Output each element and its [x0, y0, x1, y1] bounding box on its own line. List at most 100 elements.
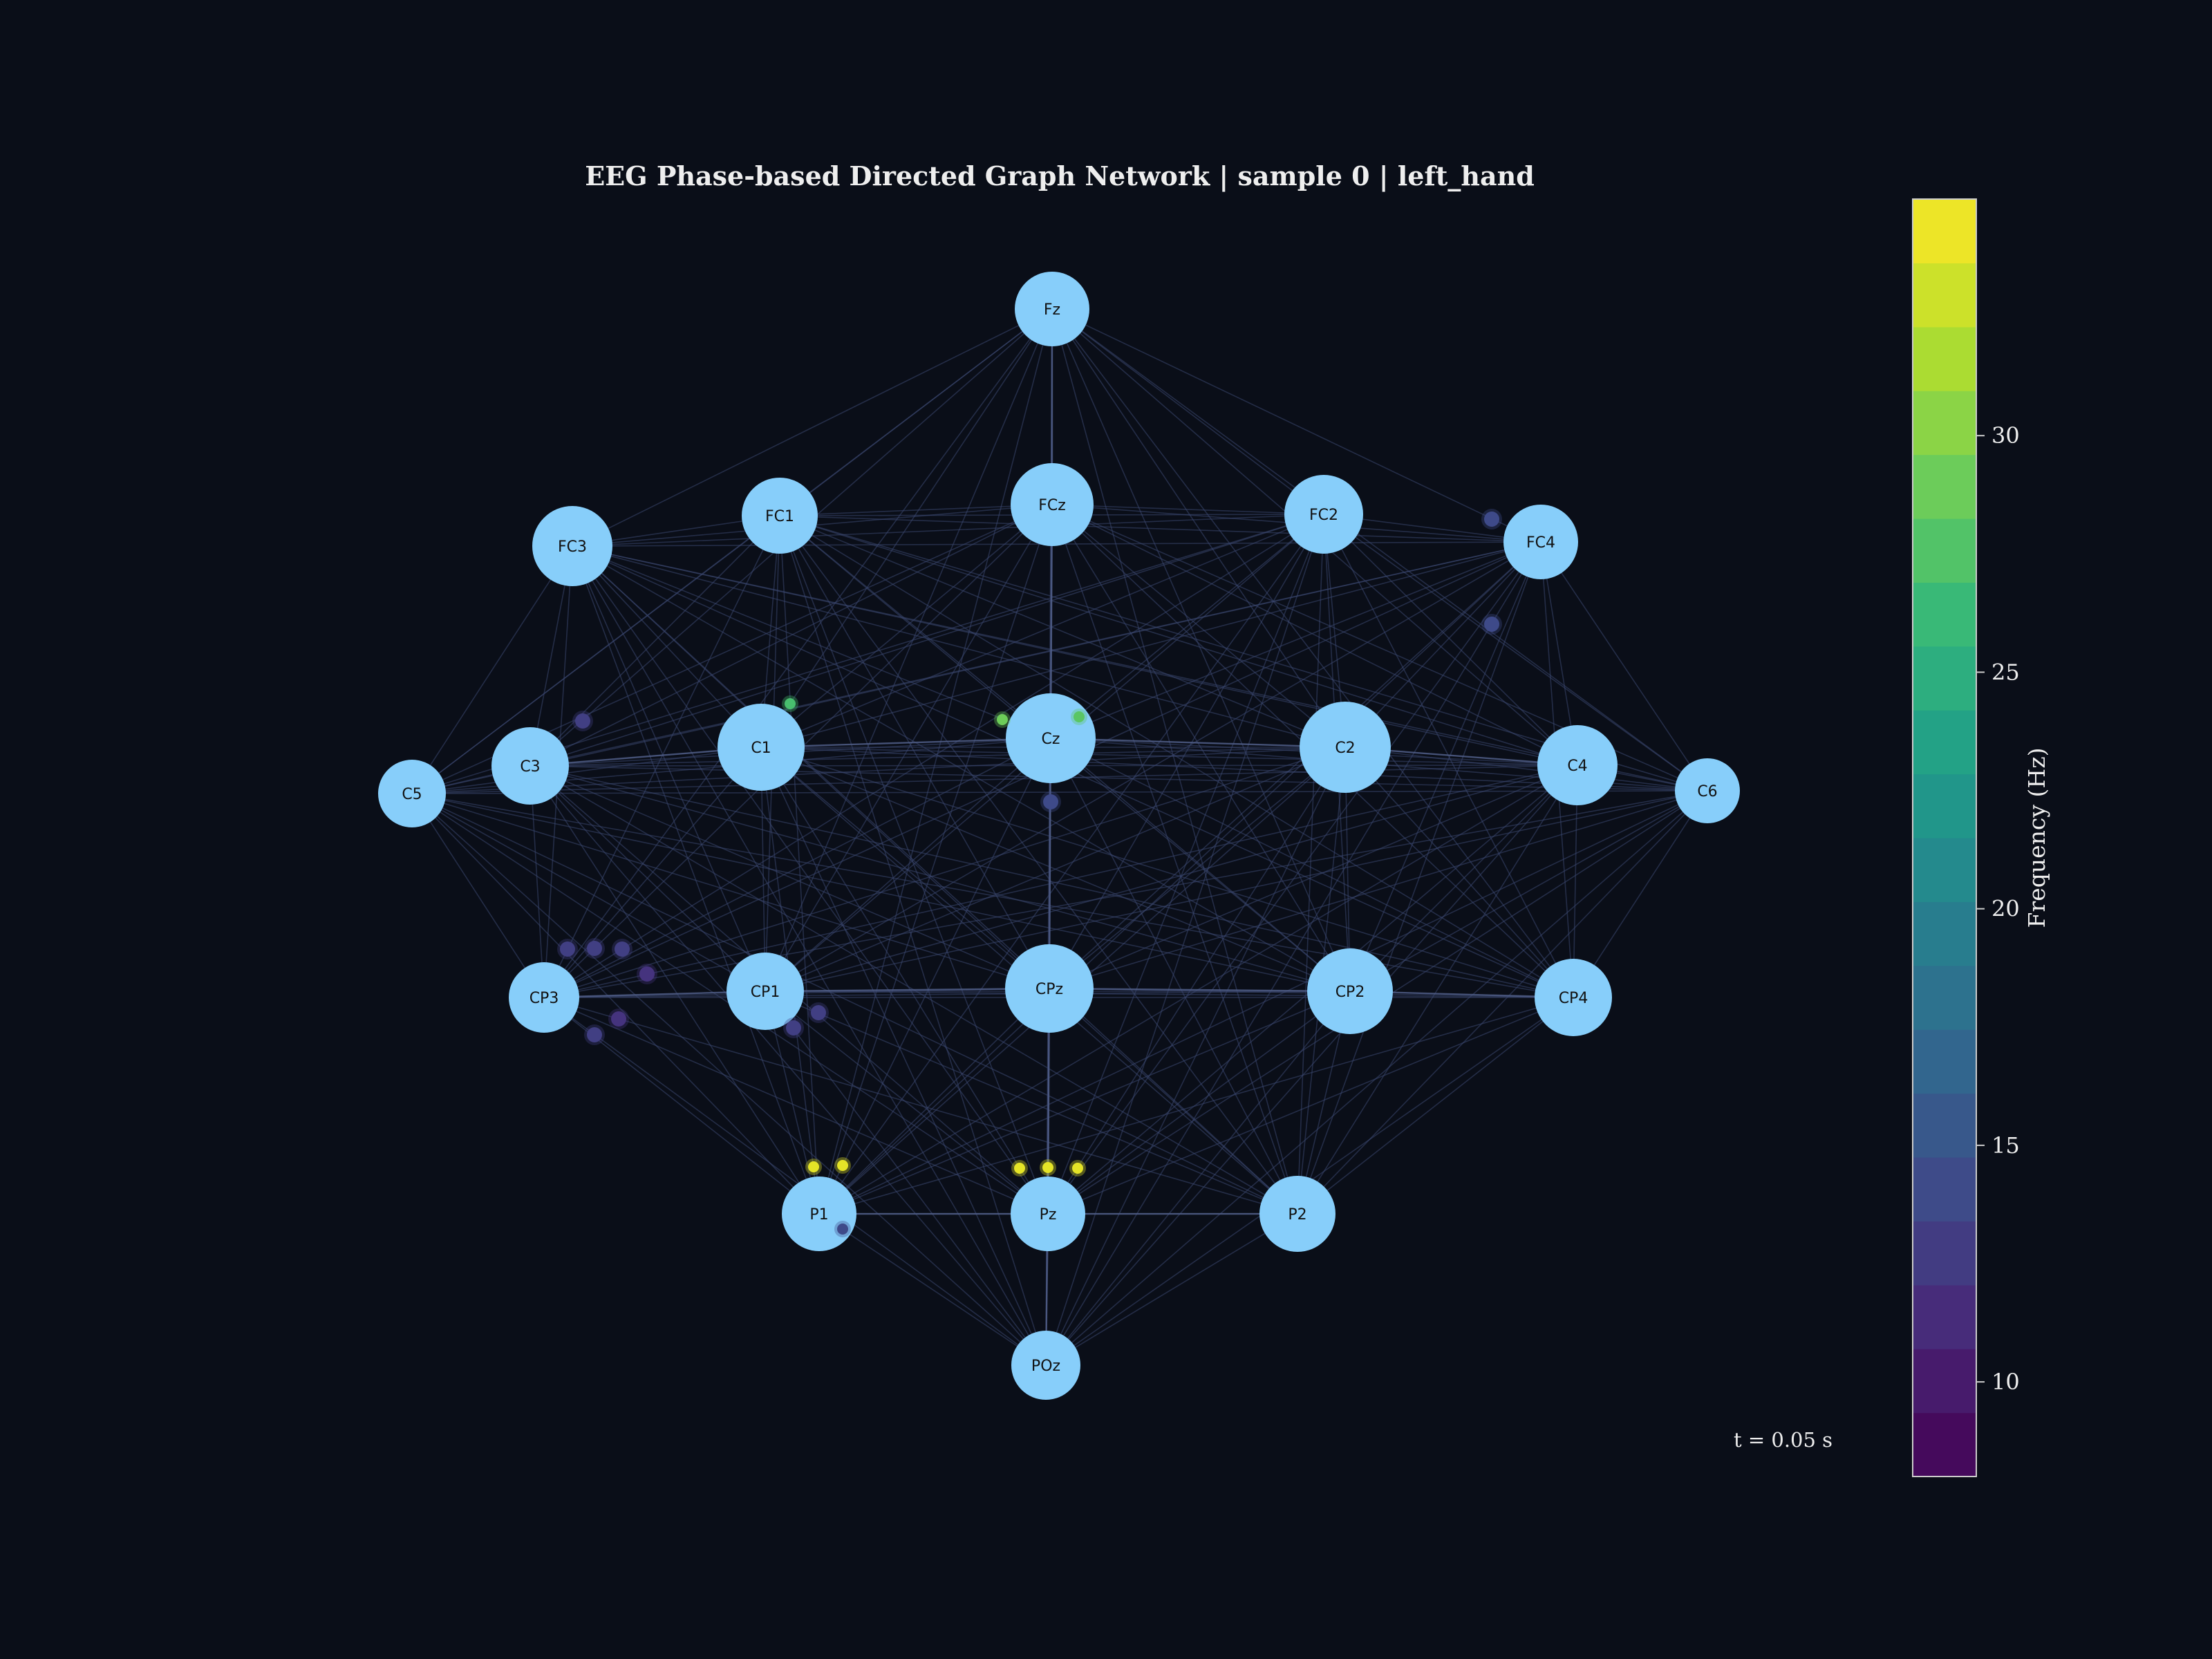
- pulse-14: [783, 1018, 804, 1038]
- colorbar-tick-label: 20: [1991, 896, 2020, 922]
- edge-C5-POz: [411, 793, 1047, 1366]
- colorbar-band: [1913, 1221, 1976, 1286]
- pulse-13: [808, 1002, 829, 1023]
- edge-C1-CP4: [760, 747, 1574, 998]
- pulse-dot: [639, 966, 655, 982]
- node-label: FC2: [1309, 507, 1338, 524]
- edge-C4-P2: [1297, 765, 1578, 1215]
- edge-strong-CPz-CP2: [1049, 987, 1351, 993]
- time-label: t = 0.05 s: [1734, 1428, 1833, 1452]
- edge-C5-C1: [411, 747, 762, 794]
- node-P2: P2: [1259, 1176, 1335, 1252]
- node-label: P2: [1288, 1206, 1306, 1224]
- colorbar-tick-label: 30: [1991, 422, 2020, 449]
- edge-Fz-P1: [818, 308, 1053, 1215]
- node-label: C6: [1697, 783, 1717, 800]
- edge-CP1-Pz: [765, 991, 1049, 1215]
- edge-Fz-CP4: [1051, 308, 1574, 998]
- pulse-19: [1040, 1159, 1056, 1176]
- edge-FCz-C3: [529, 504, 1053, 767]
- edge-C2-Pz: [1047, 747, 1346, 1215]
- node-C4: C4: [1537, 725, 1618, 805]
- edge-FC3-Pz: [572, 545, 1049, 1215]
- edge-CP3-POz: [543, 997, 1047, 1366]
- node-C6: C6: [1675, 758, 1740, 823]
- node-circle: [1535, 959, 1612, 1036]
- node-circle: [782, 1177, 856, 1251]
- edge-FC3-C1: [572, 545, 762, 748]
- edge-FC4-Cz: [1050, 541, 1541, 739]
- node-circle: [491, 727, 569, 805]
- edge-FC1-C4: [779, 515, 1578, 766]
- edge-CP2-POz: [1045, 991, 1351, 1366]
- pulse-dot: [560, 941, 575, 957]
- edge-C5-CPz: [411, 793, 1050, 989]
- pulse-dot: [811, 1005, 826, 1020]
- edge-FC2-POz: [1045, 514, 1324, 1366]
- node-label: C4: [1567, 758, 1587, 775]
- node-label: C5: [402, 786, 422, 803]
- node-label: Pz: [1040, 1206, 1057, 1224]
- edge-CPz-P1: [818, 988, 1050, 1215]
- node-FC4: FC4: [1503, 505, 1578, 579]
- edge-Fz-C1: [760, 308, 1053, 748]
- edge-C6-CPz: [1049, 790, 1708, 989]
- node-circle: [742, 478, 818, 554]
- pulse-dot: [1042, 1162, 1053, 1173]
- node-CP1: CP1: [727, 953, 804, 1030]
- pulse-dot: [1484, 512, 1499, 527]
- colorbar-tick-label: 10: [1991, 1369, 2020, 1395]
- edge-FC2-C1: [760, 514, 1324, 748]
- edge-C5-P1: [411, 793, 820, 1215]
- node-label: CP1: [751, 984, 780, 1001]
- node-Fz: Fz: [1015, 272, 1089, 346]
- node-FC1: FC1: [742, 478, 818, 554]
- pulse-9: [612, 939, 632, 959]
- node-circle: [718, 704, 805, 791]
- pulse-8: [584, 938, 605, 959]
- node-label: CP3: [529, 990, 559, 1007]
- pulse-dot: [837, 1224, 848, 1235]
- colorbar-band: [1913, 1284, 1976, 1349]
- colorbar-label: Frequency (Hz): [2023, 748, 2050, 928]
- edge-FC3-C2: [572, 545, 1346, 748]
- colorbar-band: [1913, 263, 1976, 328]
- node-label: FC4: [1526, 534, 1555, 552]
- edge-C6-P2: [1297, 790, 1708, 1215]
- edge-C6-CP2: [1349, 790, 1708, 992]
- node-circle: [1537, 725, 1618, 805]
- colorbar-ticks: 10 15 20 25 30: [1976, 422, 2020, 1395]
- edge-C4-CP2: [1349, 765, 1578, 992]
- pulse-dot: [611, 1011, 626, 1027]
- edge-FC2-C4: [1323, 514, 1578, 766]
- edge-CP4-Pz: [1047, 997, 1574, 1215]
- node-C3: C3: [491, 727, 569, 805]
- colorbar-band: [1913, 710, 1976, 775]
- pulse-6: [1040, 791, 1061, 812]
- edge-C5-P2: [411, 793, 1298, 1215]
- edge-FC4-Pz: [1047, 541, 1541, 1215]
- colorbar-band: [1913, 1412, 1976, 1477]
- pulse-dot: [1074, 711, 1085, 722]
- edge-FC1-P1: [779, 515, 820, 1215]
- pulse-11: [608, 1009, 629, 1029]
- edge-C4-CP1: [765, 765, 1578, 992]
- edge-C2-C6: [1344, 747, 1708, 791]
- colorbar-tick-label: 15: [1991, 1132, 2020, 1159]
- colorbar-band: [1913, 1093, 1976, 1158]
- colorbar-band: [1913, 199, 1976, 263]
- pulse-dot: [1072, 1163, 1083, 1174]
- edge-Cz-CP3: [543, 738, 1051, 998]
- colorbar: 10 15 20 25 30 Frequency (Hz): [1912, 198, 2050, 1477]
- edge-FCz-FC2: [1051, 504, 1324, 515]
- pulse-dot: [1014, 1163, 1025, 1174]
- pulse-5: [1071, 709, 1087, 725]
- pulse-15: [834, 1221, 851, 1237]
- node-circle: [532, 506, 612, 586]
- edge-FCz-CP1: [765, 504, 1053, 992]
- edge-FC3-CP2: [572, 545, 1351, 992]
- node-label: P1: [809, 1206, 828, 1224]
- node-CP2: CP2: [1307, 948, 1393, 1034]
- edge-Cz-CP1: [765, 738, 1051, 992]
